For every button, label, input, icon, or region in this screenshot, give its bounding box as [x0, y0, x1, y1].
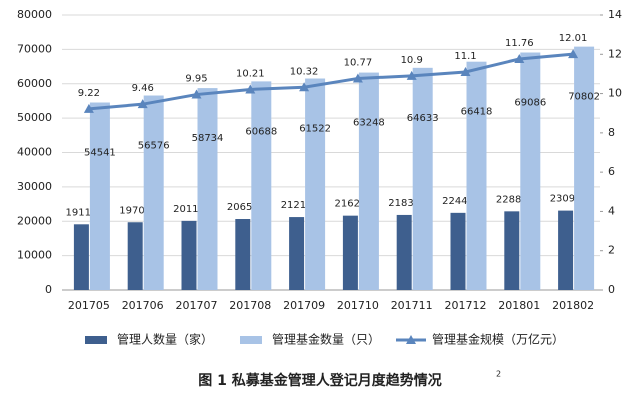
data-label: 69086 [514, 98, 546, 109]
bar [520, 52, 541, 290]
marker [514, 54, 525, 63]
marker [191, 89, 202, 99]
title-superscript: 2 [496, 370, 501, 379]
y-tick-label: 50000 [17, 111, 52, 124]
bar [412, 67, 433, 290]
data-label: 66418 [461, 107, 493, 118]
y2-tick-label: 8 [608, 126, 615, 139]
data-label: 9.22 [78, 88, 100, 99]
data-label: 64633 [407, 113, 439, 124]
data-label: 10.21 [236, 68, 265, 79]
bar [289, 217, 305, 290]
y2-tick-label: 12 [608, 47, 622, 60]
y-tick-label: 40000 [17, 146, 52, 159]
data-label: 56576 [138, 141, 170, 152]
bar [251, 81, 272, 290]
x-tick-label: 201712 [445, 299, 487, 312]
data-label: 61522 [299, 124, 331, 135]
bar [450, 212, 466, 290]
data-label: 10.32 [290, 66, 319, 77]
y-tick-label: 70000 [17, 42, 52, 55]
bar [197, 88, 218, 291]
bar [89, 102, 110, 290]
legend-label: 管理人数量（家） [117, 332, 213, 347]
data-label: 20652 [227, 202, 259, 213]
data-label: 11.76 [505, 38, 534, 49]
x-tick-label: 201710 [337, 299, 379, 312]
bar [342, 215, 358, 290]
data-label: 22446 [442, 196, 474, 207]
bar [396, 214, 412, 290]
y-tick-label: 30000 [17, 180, 52, 193]
data-label: 19708 [119, 205, 151, 216]
y-tick-label: 80000 [17, 8, 52, 21]
marker [137, 99, 148, 109]
x-tick-label: 201705 [68, 299, 110, 312]
y-tick-label: 0 [45, 283, 52, 296]
data-label: 9.46 [132, 83, 154, 94]
marker [406, 70, 417, 80]
y-tick-label: 20000 [17, 214, 52, 227]
data-label: 60688 [245, 126, 277, 137]
bar [235, 219, 251, 290]
y2-tick-label: 10 [608, 87, 622, 100]
legend-swatch [85, 336, 107, 344]
marker [568, 49, 579, 59]
chart-title: 图 1 私募基金管理人登记月度趋势情况 [198, 372, 442, 389]
y-tick-label: 60000 [17, 77, 52, 90]
y2-tick-label: 6 [608, 165, 615, 178]
data-label: 20110 [173, 204, 205, 215]
legend-label: 管理基金数量（只） [272, 332, 380, 347]
marker [245, 84, 256, 94]
data-label: 9.95 [185, 74, 207, 85]
x-tick-label: 201706 [122, 299, 164, 312]
bar [504, 211, 520, 290]
bar [181, 220, 197, 290]
legend-swatch [406, 335, 416, 344]
y2-tick-label: 14 [608, 8, 622, 21]
legend-swatch [240, 336, 262, 344]
marker [83, 103, 94, 113]
data-label: 23097 [550, 194, 582, 205]
data-label: 58734 [192, 133, 224, 144]
data-label: 21836 [388, 198, 420, 209]
bar [127, 222, 143, 290]
legend-label: 管理基金规模（万亿元） [432, 332, 564, 347]
data-label: 21628 [334, 199, 366, 210]
data-label: 54541 [84, 148, 116, 159]
data-label: 19112 [65, 207, 97, 218]
data-label: 10.9 [401, 55, 423, 66]
y2-tick-label: 0 [608, 283, 615, 296]
data-label: 70802 [568, 92, 600, 103]
y-tick-label: 10000 [17, 249, 52, 262]
x-tick-label: 201707 [176, 299, 218, 312]
data-label: 63248 [353, 118, 385, 129]
data-label: 21216 [281, 200, 313, 211]
x-tick-label: 201801 [498, 299, 540, 312]
marker [352, 73, 363, 83]
bar [73, 224, 89, 290]
x-tick-label: 201711 [391, 299, 433, 312]
y2-tick-label: 4 [608, 204, 615, 217]
bar [574, 46, 595, 290]
bar [558, 210, 574, 290]
marker [299, 82, 310, 92]
x-tick-label: 201708 [229, 299, 271, 312]
bar [466, 61, 487, 290]
y2-tick-label: 2 [608, 244, 615, 257]
line [88, 52, 574, 111]
data-label: 10.77 [344, 57, 373, 68]
bar [143, 95, 164, 291]
bar [358, 72, 379, 291]
data-label: 22883 [496, 194, 528, 205]
bar [305, 78, 326, 290]
marker [460, 66, 471, 76]
x-tick-label: 201709 [283, 299, 325, 312]
data-label: 11.1 [454, 51, 476, 62]
data-label: 12.01 [559, 33, 588, 44]
x-tick-label: 201802 [552, 299, 594, 312]
